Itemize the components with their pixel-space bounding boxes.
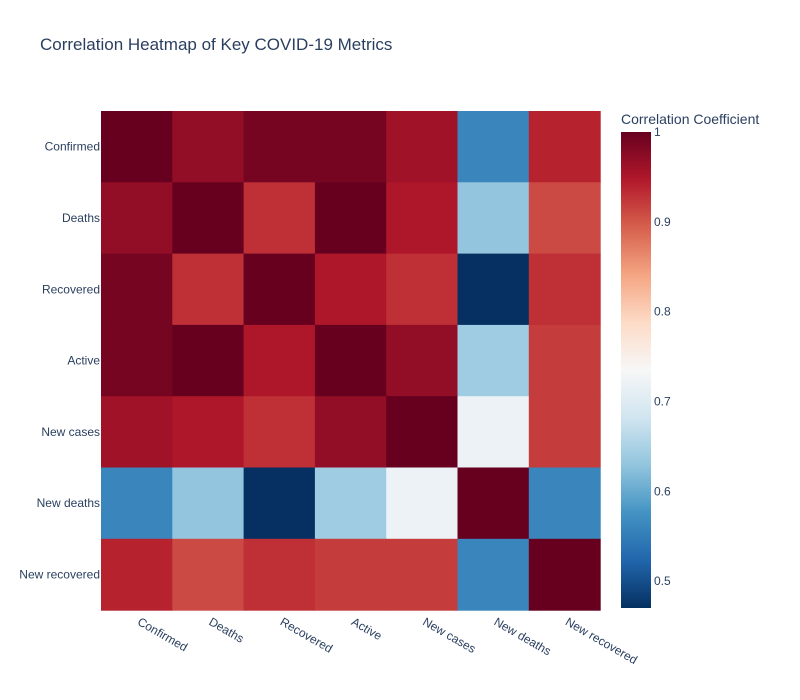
x-tick-label: Recovered <box>278 615 335 656</box>
chart-title: Correlation Heatmap of Key COVID-19 Metr… <box>40 35 392 54</box>
heatmap-cell <box>314 467 387 540</box>
heatmap-cell <box>528 467 601 540</box>
heatmap-cell <box>528 538 601 611</box>
colorbar-tick-labels: 0.5 0.6 0.7 0.8 0.9 1 <box>654 125 671 588</box>
heatmap-cell <box>314 538 387 611</box>
y-tick-label: Confirmed <box>45 140 100 154</box>
heatmap-cell <box>243 324 316 397</box>
y-tick-label: Active <box>67 354 100 368</box>
heatmap-cell <box>386 324 459 397</box>
y-tick-label: Recovered <box>42 282 100 296</box>
heatmap-cell <box>457 182 530 255</box>
y-tick-label: New recovered <box>19 567 100 581</box>
heatmap-cell <box>314 182 387 255</box>
heatmap-cell <box>172 111 245 183</box>
heatmap-cell <box>314 324 387 397</box>
heatmap-cell <box>314 111 387 183</box>
heatmap-cell <box>243 182 316 255</box>
x-tick-label: Deaths <box>206 615 246 646</box>
heatmap-cell <box>457 253 530 326</box>
x-axis-tick-labels: Confirmed Deaths Recovered Active New cases N… <box>135 615 640 667</box>
heatmap-cell <box>528 182 601 255</box>
heatmap-cell <box>101 253 173 326</box>
colorbar-title: Correlation Coefficient <box>621 111 759 127</box>
heatmap-cell <box>172 538 245 611</box>
heatmap-cell <box>243 396 316 469</box>
x-tick-label: New deaths <box>492 615 554 659</box>
heatmap-cell <box>386 253 459 326</box>
heatmap-cell <box>172 182 245 255</box>
heatmap-cell <box>172 467 245 540</box>
heatmap-cell <box>386 467 459 540</box>
heatmap-cell <box>528 324 601 397</box>
colorbar-tick-label: 0.8 <box>654 305 671 319</box>
colorbar: Correlation Coefficient 0.5 0.6 0.7 0.8 0.9 1 <box>621 111 759 608</box>
x-tick-label: Active <box>349 615 385 644</box>
heatmap-cell <box>101 111 173 183</box>
x-tick-label: New recovered <box>563 615 640 667</box>
heatmap-cell <box>172 324 245 397</box>
heatmap-cell <box>386 396 459 469</box>
x-tick-label: Confirmed <box>135 615 190 655</box>
heatmap-cell <box>457 396 530 469</box>
heatmap-cell <box>243 538 316 611</box>
heatmap-cell <box>243 253 316 326</box>
heatmap-cell <box>528 253 601 326</box>
heatmap-cell <box>457 538 530 611</box>
heatmap-cells <box>101 111 601 611</box>
heatmap-cell <box>243 467 316 540</box>
heatmap-cell <box>101 182 173 255</box>
colorbar-tick-label: 1 <box>654 125 661 139</box>
colorbar-tick-label: 0.9 <box>654 215 671 229</box>
heatmap-cell <box>457 467 530 540</box>
heatmap-cell <box>528 111 601 183</box>
heatmap-cell <box>101 538 173 611</box>
colorbar-tick-label: 0.6 <box>654 484 671 498</box>
heatmap-cell <box>172 253 245 326</box>
heatmap-cell <box>386 111 459 183</box>
heatmap-cell <box>457 324 530 397</box>
heatmap-cell <box>172 396 245 469</box>
heatmap-cell <box>101 324 173 397</box>
colorbar-gradient <box>621 132 651 608</box>
heatmap-cell <box>314 253 387 326</box>
y-tick-label: New cases <box>41 425 100 439</box>
y-axis-tick-labels: Confirmed Deaths Recovered Active New cases N… <box>19 140 100 582</box>
heatmap-cell <box>101 467 173 540</box>
heatmap-cell <box>101 396 173 469</box>
y-tick-label: New deaths <box>37 496 100 510</box>
heatmap-cell <box>314 396 387 469</box>
heatmap-cell <box>386 182 459 255</box>
x-tick-label: New cases <box>420 615 478 656</box>
y-tick-label: Deaths <box>62 211 100 225</box>
colorbar-tick-label: 0.7 <box>654 394 671 408</box>
heatmap-cell <box>386 538 459 611</box>
heatmap-cell <box>457 111 530 183</box>
heatmap-cell <box>243 111 316 183</box>
colorbar-tick-label: 0.5 <box>654 574 671 588</box>
heatmap-cell <box>528 396 601 469</box>
